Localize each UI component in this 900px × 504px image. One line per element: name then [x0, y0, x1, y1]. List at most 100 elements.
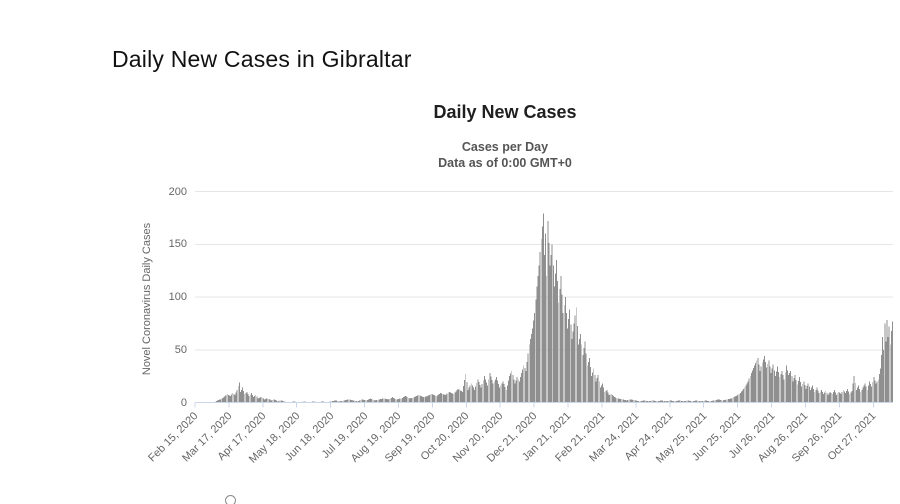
bar [398, 398, 400, 403]
bar [556, 260, 558, 403]
bar [743, 389, 745, 403]
bar [387, 399, 389, 403]
y-tick-label: 100 [168, 291, 187, 303]
bar [768, 360, 770, 403]
bar [489, 372, 491, 403]
bar [813, 388, 815, 403]
bar [866, 389, 868, 403]
bar [227, 394, 229, 403]
bar [688, 400, 690, 403]
bar [873, 377, 875, 403]
bar [456, 390, 458, 403]
bar [702, 400, 704, 403]
bar [600, 385, 602, 403]
bar [360, 399, 362, 403]
bar [878, 374, 880, 403]
bar [472, 387, 474, 403]
bar [606, 389, 608, 403]
bar [486, 382, 488, 403]
bar [750, 372, 752, 403]
bar [758, 364, 760, 403]
bar [372, 399, 374, 403]
bar [712, 400, 714, 403]
bar [525, 370, 527, 403]
bar [689, 400, 691, 403]
bar [420, 396, 422, 403]
bar [816, 387, 818, 403]
bar [602, 383, 603, 403]
bar [860, 391, 862, 403]
bar [832, 391, 834, 403]
bar [728, 398, 730, 403]
bar [501, 383, 503, 403]
bar [637, 400, 638, 403]
bar [349, 399, 351, 403]
bar [416, 396, 417, 403]
bar [518, 381, 520, 403]
bar [609, 394, 611, 403]
bar [853, 376, 855, 403]
bar [763, 356, 765, 403]
bar [264, 399, 265, 403]
bar [233, 394, 235, 403]
bar [215, 400, 217, 403]
bar [425, 396, 427, 403]
bar [407, 397, 409, 403]
bar [678, 400, 680, 403]
bar [772, 364, 774, 403]
bar [722, 400, 724, 403]
bar [427, 396, 428, 403]
bar [465, 374, 467, 403]
bar [483, 376, 485, 403]
bar [867, 385, 869, 403]
bar [239, 391, 241, 403]
bar [467, 389, 469, 403]
bar [803, 381, 805, 403]
bar [856, 387, 858, 403]
bar [538, 265, 540, 403]
bar [583, 348, 585, 403]
bar [814, 391, 816, 403]
bar [249, 394, 251, 403]
bar [828, 393, 830, 403]
bar [396, 399, 398, 403]
bar [541, 226, 543, 403]
bar [417, 395, 419, 403]
bar [617, 398, 619, 403]
bar [488, 379, 490, 403]
bar [818, 393, 820, 403]
bar [846, 390, 847, 403]
bar [724, 399, 726, 403]
bar [839, 393, 841, 403]
bar [229, 395, 230, 403]
bar [611, 395, 613, 403]
bar [865, 386, 867, 403]
bar [281, 400, 283, 403]
bar [685, 400, 687, 403]
bar [826, 393, 828, 403]
bar [723, 400, 725, 403]
bar [840, 394, 842, 403]
bar [769, 366, 771, 403]
bar [232, 393, 234, 403]
scale-toggle-radio[interactable] [225, 495, 236, 504]
bar [774, 376, 776, 403]
bar [399, 398, 401, 403]
bar [526, 362, 528, 403]
bar [241, 389, 242, 403]
bar [580, 333, 582, 403]
bar [278, 401, 280, 403]
bar [250, 393, 252, 403]
bar [463, 385, 465, 403]
bar [733, 397, 735, 403]
bar [235, 392, 237, 403]
bar [610, 394, 612, 403]
bar [727, 399, 729, 403]
bar [237, 386, 239, 403]
bar [446, 393, 448, 403]
bar [858, 385, 859, 403]
bar [721, 400, 723, 403]
bar [555, 273, 556, 403]
